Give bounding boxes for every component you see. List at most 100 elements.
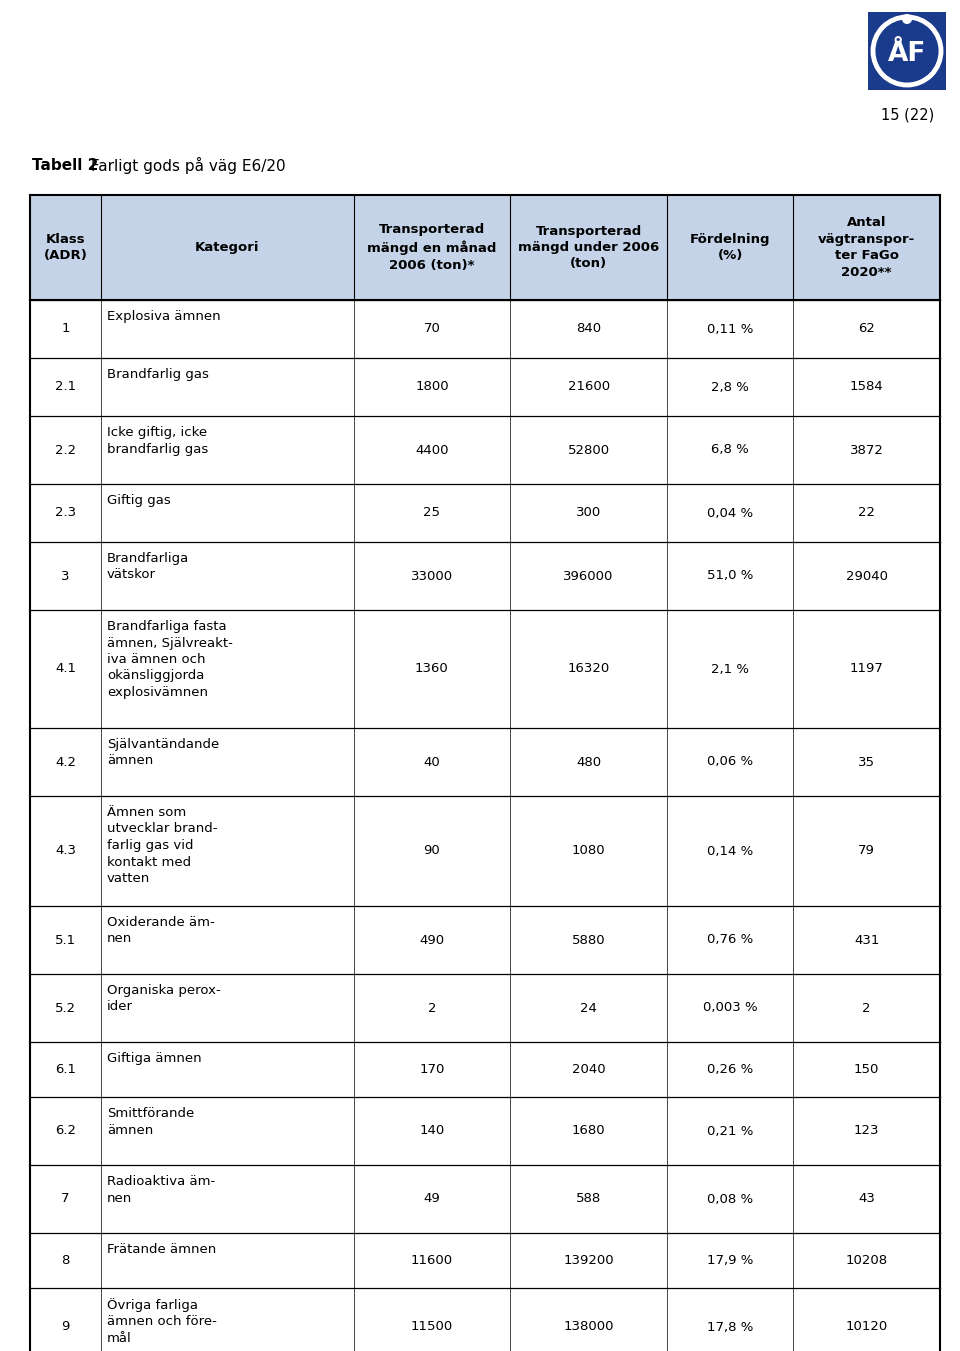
Text: 2: 2 [862,1001,871,1015]
Text: 2: 2 [427,1001,436,1015]
Text: Antal
vägtranspor-
ter FaGo
2020**: Antal vägtranspor- ter FaGo 2020** [818,216,915,278]
Text: 9: 9 [61,1320,69,1333]
Text: Farligt gods på väg E6/20: Farligt gods på väg E6/20 [86,157,286,173]
Text: 0,14 %: 0,14 % [708,844,754,858]
Text: 396000: 396000 [564,570,613,582]
Text: 4.3: 4.3 [55,844,76,858]
Text: 0,21 %: 0,21 % [707,1124,754,1138]
Text: 1584: 1584 [850,381,883,393]
Text: 6.2: 6.2 [55,1124,76,1138]
Circle shape [876,20,938,82]
Text: Radioaktiva äm-
nen: Radioaktiva äm- nen [107,1175,215,1205]
Text: 588: 588 [576,1193,601,1205]
Text: 10208: 10208 [846,1254,888,1267]
Text: 17,8 %: 17,8 % [707,1320,754,1333]
Text: 7: 7 [61,1193,70,1205]
Text: 3: 3 [61,570,70,582]
Text: 2.1: 2.1 [55,381,76,393]
Text: 5880: 5880 [572,934,606,947]
Text: Icke giftig, icke
brandfarlig gas: Icke giftig, icke brandfarlig gas [107,426,208,455]
Text: 0,003 %: 0,003 % [703,1001,757,1015]
Text: ÅF: ÅF [888,41,926,68]
Text: 70: 70 [423,323,441,335]
Text: 0,08 %: 0,08 % [708,1193,754,1205]
Circle shape [902,14,912,24]
Text: 431: 431 [854,934,879,947]
Text: 29040: 29040 [846,570,888,582]
Text: Självantändande
ämnen: Självantändande ämnen [107,738,219,767]
Text: Giftiga ämnen: Giftiga ämnen [107,1052,202,1065]
Text: 123: 123 [854,1124,879,1138]
Text: 3872: 3872 [850,443,883,457]
Text: 1080: 1080 [572,844,606,858]
Text: 11500: 11500 [411,1320,453,1333]
Text: 139200: 139200 [564,1254,614,1267]
Text: Smittförande
ämnen: Smittförande ämnen [107,1106,194,1136]
Text: Ämnen som
utvecklar brand-
farlig gas vid
kontakt med
vatten: Ämnen som utvecklar brand- farlig gas vi… [107,807,217,885]
Text: 1197: 1197 [850,662,883,676]
Text: 35: 35 [858,755,876,769]
Text: Giftig gas: Giftig gas [107,494,171,507]
Text: 490: 490 [420,934,444,947]
Text: 300: 300 [576,507,601,520]
Text: 2.3: 2.3 [55,507,76,520]
Text: 33000: 33000 [411,570,453,582]
Text: Frätande ämnen: Frätande ämnen [107,1243,216,1256]
Text: 62: 62 [858,323,876,335]
Text: 1800: 1800 [415,381,448,393]
Text: 5.2: 5.2 [55,1001,76,1015]
Text: 138000: 138000 [564,1320,613,1333]
Text: Övriga farliga
ämnen och före-
mål: Övriga farliga ämnen och före- mål [107,1298,217,1346]
Text: Klass
(ADR): Klass (ADR) [43,232,87,262]
Text: 4400: 4400 [415,443,448,457]
Text: 0,26 %: 0,26 % [708,1063,754,1075]
Text: 51,0 %: 51,0 % [707,570,754,582]
Text: Organiska perox-
ider: Organiska perox- ider [107,984,221,1013]
Text: 43: 43 [858,1193,876,1205]
Text: 1360: 1360 [415,662,448,676]
Text: 79: 79 [858,844,876,858]
Text: 4.1: 4.1 [55,662,76,676]
Text: 49: 49 [423,1193,441,1205]
Text: 150: 150 [854,1063,879,1075]
Text: Tabell 2: Tabell 2 [32,158,98,173]
Text: 40: 40 [423,755,441,769]
Text: 2,8 %: 2,8 % [711,381,749,393]
Text: Fördelning
(%): Fördelning (%) [690,232,771,262]
Text: 21600: 21600 [567,381,610,393]
FancyBboxPatch shape [868,12,946,91]
Text: 4.2: 4.2 [55,755,76,769]
Text: 6,8 %: 6,8 % [711,443,749,457]
Text: 0,76 %: 0,76 % [708,934,754,947]
Text: 11600: 11600 [411,1254,453,1267]
Text: 15 (22): 15 (22) [881,108,935,123]
Text: Transporterad
mängd en månad
2006 (ton)*: Transporterad mängd en månad 2006 (ton)* [368,223,496,272]
Text: 10120: 10120 [846,1320,888,1333]
Text: 480: 480 [576,755,601,769]
Text: 0,06 %: 0,06 % [708,755,754,769]
Text: 2.2: 2.2 [55,443,76,457]
Text: Transporterad
mängd under 2006
(ton): Transporterad mängd under 2006 (ton) [518,224,660,270]
Text: 1680: 1680 [572,1124,606,1138]
FancyBboxPatch shape [30,195,940,300]
Text: 25: 25 [423,507,441,520]
Text: 8: 8 [61,1254,69,1267]
Text: 140: 140 [420,1124,444,1138]
Text: 840: 840 [576,323,601,335]
Text: 1: 1 [61,323,70,335]
Text: 2040: 2040 [572,1063,606,1075]
Text: 24: 24 [580,1001,597,1015]
Text: 170: 170 [420,1063,444,1075]
Text: Brandfarliga fasta
ämnen, Självreakt-
iva ämnen och
okänsliggjorda
explosivämnen: Brandfarliga fasta ämnen, Självreakt- iv… [107,620,232,698]
Text: 17,9 %: 17,9 % [707,1254,754,1267]
Text: 5.1: 5.1 [55,934,76,947]
Text: Kategori: Kategori [195,240,259,254]
Text: 16320: 16320 [567,662,610,676]
Text: 0,04 %: 0,04 % [708,507,754,520]
Text: 22: 22 [858,507,876,520]
Text: Brandfarlig gas: Brandfarlig gas [107,367,208,381]
Text: Brandfarliga
vätskor: Brandfarliga vätskor [107,553,189,581]
Text: 90: 90 [423,844,441,858]
Text: 2,1 %: 2,1 % [711,662,749,676]
Text: Oxiderande äm-
nen: Oxiderande äm- nen [107,916,214,946]
